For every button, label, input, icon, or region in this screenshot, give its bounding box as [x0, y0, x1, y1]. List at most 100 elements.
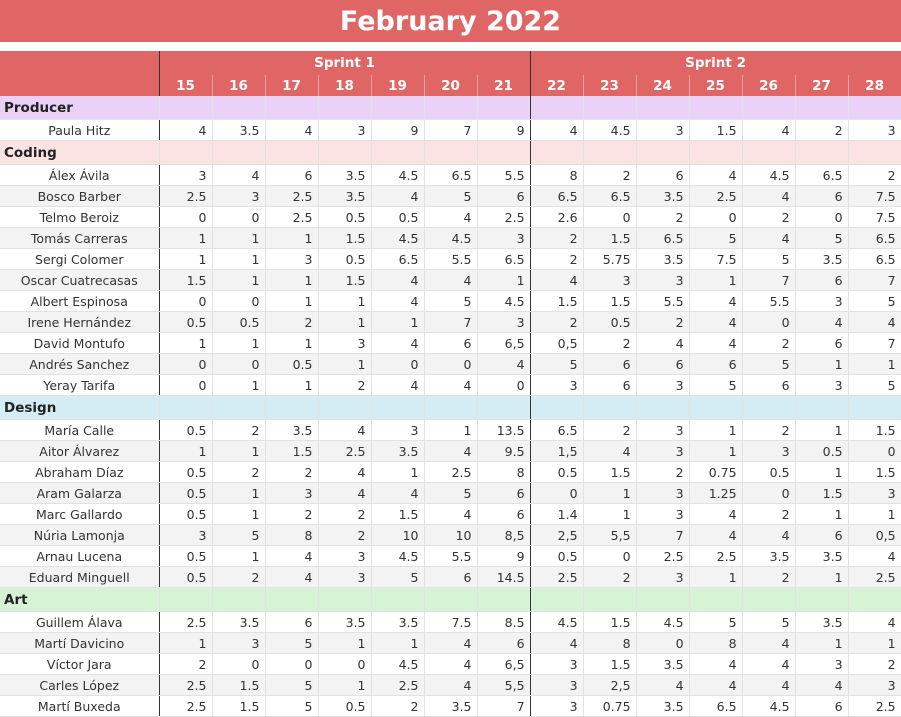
hours-cell[interactable]: 6.5	[371, 248, 425, 270]
hours-cell[interactable]: 0.5	[318, 695, 372, 717]
hours-cell[interactable]: 3	[159, 164, 213, 186]
hours-cell[interactable]: 4	[318, 461, 372, 483]
hours-cell[interactable]: 3	[530, 653, 584, 675]
section-cell[interactable]	[689, 587, 743, 612]
section-title[interactable]: Coding	[0, 140, 160, 165]
person-name[interactable]: Víctor Jara	[0, 653, 160, 675]
hours-cell[interactable]: 1	[265, 332, 319, 354]
person-name[interactable]: David Montufo	[0, 332, 160, 354]
hours-cell[interactable]: 4.5	[477, 290, 531, 312]
hours-cell[interactable]: 3	[636, 269, 690, 291]
person-name[interactable]: Albert Espinosa	[0, 290, 160, 312]
section-cell[interactable]	[689, 395, 743, 420]
hours-cell[interactable]: 5	[795, 227, 849, 249]
person-name[interactable]: Bosco Barber	[0, 185, 160, 207]
hours-cell[interactable]: 5.75	[583, 248, 637, 270]
section-cell[interactable]	[530, 96, 584, 120]
hours-cell[interactable]: 3	[636, 119, 690, 141]
hours-cell[interactable]: 3.5	[636, 248, 690, 270]
section-cell[interactable]	[318, 96, 372, 120]
hours-cell[interactable]: 1,5	[530, 440, 584, 462]
hours-cell[interactable]: 0	[212, 353, 266, 375]
section-cell[interactable]	[583, 96, 637, 120]
hours-cell[interactable]: 1	[212, 227, 266, 249]
hours-cell[interactable]: 8,5	[477, 524, 531, 546]
hours-cell[interactable]: 4	[371, 269, 425, 291]
hours-cell[interactable]: 3	[848, 482, 901, 504]
hours-cell[interactable]: 2.5	[848, 566, 901, 588]
hours-cell[interactable]: 2.5	[689, 545, 743, 567]
section-cell[interactable]	[636, 140, 690, 165]
sprint-2-header[interactable]: Sprint 2	[530, 51, 901, 75]
person-name[interactable]: Yeray Tarifa	[0, 374, 160, 396]
hours-cell[interactable]: 5	[424, 290, 478, 312]
hours-cell[interactable]: 4	[636, 674, 690, 696]
hours-cell[interactable]: 1.5	[265, 440, 319, 462]
person-name[interactable]: María Calle	[0, 419, 160, 441]
person-name[interactable]: Martí Buxeda	[0, 695, 160, 717]
person-name[interactable]: Guillem Álava	[0, 611, 160, 633]
hours-cell[interactable]: 8	[477, 461, 531, 483]
section-cell[interactable]	[159, 140, 213, 165]
hours-cell[interactable]: 9.5	[477, 440, 531, 462]
hours-cell[interactable]: 1	[848, 503, 901, 525]
person-name[interactable]: Telmo Beroiz	[0, 206, 160, 228]
hours-cell[interactable]: 1	[318, 353, 372, 375]
hours-cell[interactable]: 5,5	[477, 674, 531, 696]
hours-cell[interactable]: 4	[477, 353, 531, 375]
hours-cell[interactable]: 4.5	[424, 227, 478, 249]
section-cell[interactable]	[212, 96, 266, 120]
hours-cell[interactable]: 7.5	[848, 185, 901, 207]
hours-cell[interactable]: 3	[265, 482, 319, 504]
hours-cell[interactable]: 1	[795, 461, 849, 483]
hours-cell[interactable]: 3	[795, 290, 849, 312]
hours-cell[interactable]: 0.75	[689, 461, 743, 483]
hours-cell[interactable]: 2.5	[159, 185, 213, 207]
hours-cell[interactable]: 5	[530, 353, 584, 375]
hours-cell[interactable]: 1.25	[689, 482, 743, 504]
hours-cell[interactable]: 6,5	[477, 332, 531, 354]
hours-cell[interactable]: 6	[477, 503, 531, 525]
hours-cell[interactable]: 4	[742, 653, 796, 675]
hours-cell[interactable]: 0.5	[159, 419, 213, 441]
hours-cell[interactable]: 4	[848, 311, 901, 333]
section-cell[interactable]	[265, 96, 319, 120]
hours-cell[interactable]: 6.5	[689, 695, 743, 717]
section-cell[interactable]	[371, 587, 425, 612]
hours-cell[interactable]: 0,5	[848, 524, 901, 546]
hours-cell[interactable]: 3	[795, 374, 849, 396]
hours-cell[interactable]: 6.5	[636, 227, 690, 249]
hours-cell[interactable]: 1	[795, 632, 849, 654]
hours-cell[interactable]: 14.5	[477, 566, 531, 588]
hours-cell[interactable]: 3.5	[742, 545, 796, 567]
hours-cell[interactable]: 1.5	[212, 674, 266, 696]
hours-cell[interactable]: 2.5	[265, 206, 319, 228]
hours-cell[interactable]: 3	[159, 524, 213, 546]
section-cell[interactable]	[265, 587, 319, 612]
hours-cell[interactable]: 7.5	[424, 611, 478, 633]
hours-cell[interactable]: 1	[795, 353, 849, 375]
person-name[interactable]: Eduard Minguell	[0, 566, 160, 588]
hours-cell[interactable]: 3.5	[795, 545, 849, 567]
hours-cell[interactable]: 3	[318, 332, 372, 354]
hours-cell[interactable]: 2	[583, 566, 637, 588]
hours-cell[interactable]: 2	[583, 164, 637, 186]
hours-cell[interactable]: 6	[583, 353, 637, 375]
day-header[interactable]: 26	[742, 75, 796, 96]
hours-cell[interactable]: 5	[265, 695, 319, 717]
hours-cell[interactable]: 1	[159, 332, 213, 354]
hours-cell[interactable]: 0	[159, 374, 213, 396]
hours-cell[interactable]: 1	[583, 482, 637, 504]
hours-cell[interactable]: 1.5	[318, 227, 372, 249]
hours-cell[interactable]: 1.5	[212, 695, 266, 717]
hours-cell[interactable]: 1.5	[159, 269, 213, 291]
day-header[interactable]: 23	[583, 75, 637, 96]
hours-cell[interactable]: 2.5	[371, 674, 425, 696]
hours-cell[interactable]: 0	[742, 311, 796, 333]
hours-cell[interactable]: 8	[689, 632, 743, 654]
hours-cell[interactable]: 0	[371, 353, 425, 375]
hours-cell[interactable]: 4	[689, 332, 743, 354]
hours-cell[interactable]: 4	[530, 119, 584, 141]
hours-cell[interactable]: 6.5	[530, 419, 584, 441]
section-cell[interactable]	[848, 395, 901, 420]
